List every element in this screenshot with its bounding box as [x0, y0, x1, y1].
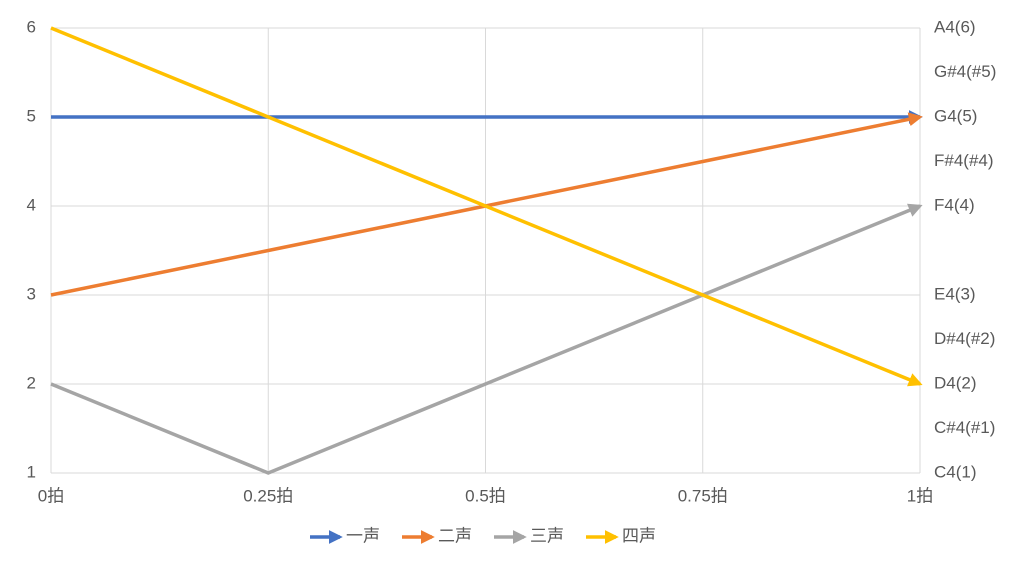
- x-tick-label: 0拍: [38, 486, 64, 505]
- series-line: [50, 203, 923, 475]
- y-tick-label: 4: [27, 195, 36, 214]
- y2-tick-label: D#4(#2): [934, 329, 995, 348]
- y2-tick-label: D4(2): [934, 373, 977, 392]
- x-tick-label: 0.25拍: [243, 486, 293, 505]
- x-tick-label: 1拍: [907, 486, 933, 505]
- y-tick-label: 1: [27, 462, 36, 481]
- y2-tick-label: C4(1): [934, 462, 977, 481]
- y-tick-label: 6: [27, 17, 36, 36]
- y-tick-label: 5: [27, 106, 36, 125]
- y2-tick-label: C#4(#1): [934, 418, 995, 437]
- y2-tick-label: E4(3): [934, 284, 976, 303]
- legend-label: 一声: [346, 526, 380, 545]
- y2-tick-label: F#4(#4): [934, 151, 994, 170]
- y2-tick-label: G#4(#5): [934, 62, 996, 81]
- y2-tick-label: F4(4): [934, 195, 975, 214]
- y-tick-label: 2: [27, 373, 36, 392]
- y-tick-label: 3: [27, 284, 36, 303]
- legend-label: 三声: [530, 526, 564, 545]
- x-tick-label: 0.75拍: [678, 486, 728, 505]
- x-tick-label: 0.5拍: [465, 486, 506, 505]
- series-line: [50, 26, 923, 387]
- y2-tick-label: G4(5): [934, 106, 977, 125]
- y2-tick-label: A4(6): [934, 17, 976, 36]
- legend-label: 二声: [438, 526, 472, 545]
- legend-label: 四声: [622, 526, 656, 545]
